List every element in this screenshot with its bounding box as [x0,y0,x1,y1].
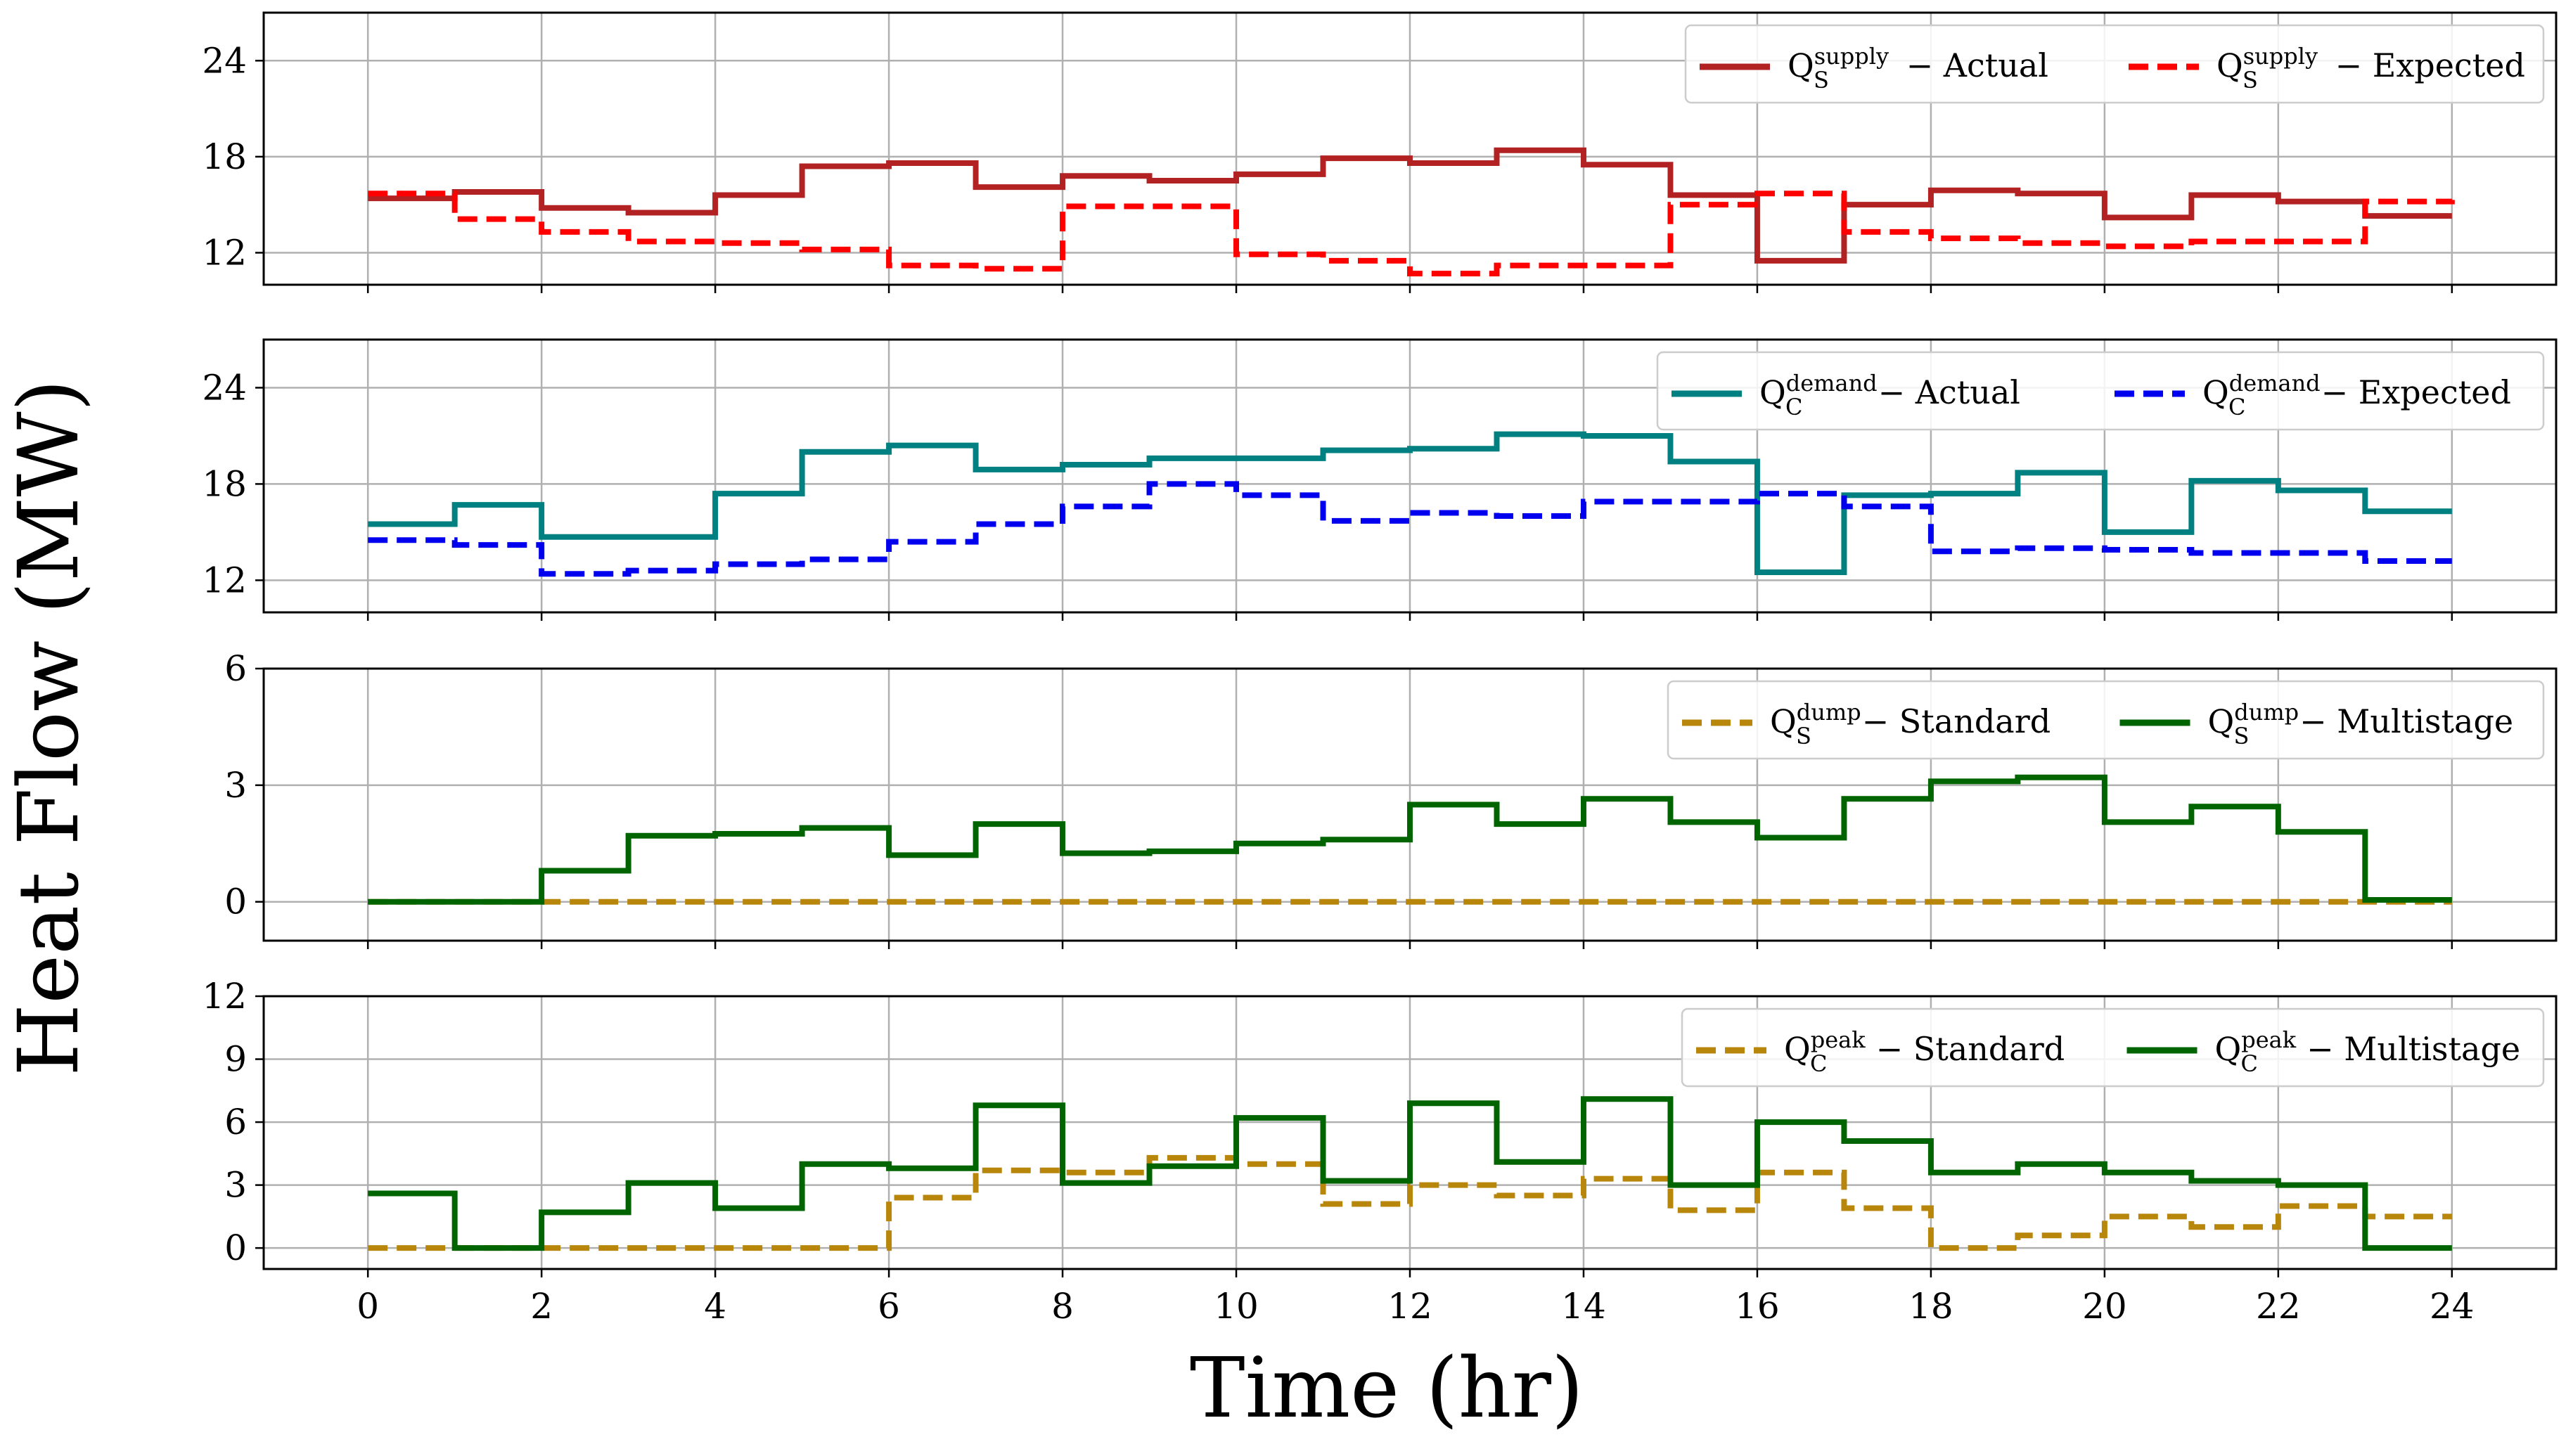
panel-1: 12 18 24 Qsupply S − Actual Qsupply S − Expect… [202,11,2558,293]
legend-label: Qsupply S − Expected [2216,43,2525,94]
panel-frame [262,667,2558,942]
y-tick-label: 12 [202,976,247,1017]
x-tick-label: 16 [1735,1286,1780,1327]
series-line-expected [368,191,2455,277]
legend-label: Qdemand C − Expected [2202,370,2511,420]
y-tick-label: 24 [202,367,247,408]
y-tick-label: 3 [224,765,247,806]
panel-3: 0 3 6 Qdump S − Standard Qdump S − Multistage [224,648,2558,949]
x-tick-label: 4 [704,1286,726,1327]
y-axis-title: Heat Flow (MW) [0,379,97,1076]
legend-label: Qsupply S − Actual [1788,43,2048,94]
series-line-standard [368,1154,2452,1251]
legend-label: Qpeak C − Standard [1784,1026,2065,1077]
x-tick-label: 14 [1561,1286,1606,1327]
series-line-actual [368,431,2452,575]
series-group [368,431,2452,577]
series-group [368,147,2455,277]
y-tick-label: 3 [224,1165,247,1206]
x-tick-label: 0 [357,1286,379,1327]
y-tick-label: 6 [224,1102,247,1142]
panel-frame [262,11,2558,286]
legend: Qsupply S − Actual Qsupply S − Expected [1684,24,2545,104]
legend: Qdump S − Standard Qdump S − Multistage [1667,680,2545,760]
y-tick-label: 18 [202,463,247,504]
series-line-actual [368,147,2452,264]
legend: Qpeak C − Standard Qpeak C − Multistage [1681,1007,2545,1088]
series-line-expected [368,481,2452,577]
legend-box [1656,351,2545,431]
x-tick-label: 24 [2430,1286,2475,1327]
x-tick-label: 18 [1908,1286,1953,1327]
y-tick-label: 6 [224,648,247,689]
x-tick-label: 20 [2082,1286,2127,1327]
y-tick-label: 18 [202,136,247,177]
y-tick-label: 24 [202,40,247,81]
series-group [368,774,2452,905]
x-tick-label: 10 [1214,1286,1259,1327]
y-tick-label: 12 [202,232,247,273]
legend-label: Qdump S − Multistage [2208,699,2514,749]
y-tick-label: 12 [202,560,247,600]
x-tick-label: 6 [878,1286,900,1327]
legend-box [1684,24,2545,104]
legend-box [1667,680,2545,760]
legend-label: Qpeak C − Multistage [2215,1026,2521,1077]
series-group [368,1096,2452,1251]
series-line-multistage [368,1096,2452,1251]
panel-frame [262,995,2558,1270]
x-tick-label: 2 [530,1286,553,1327]
series-line-multistage [368,774,2452,905]
y-tick-label: 9 [224,1039,247,1080]
x-tick-label: 12 [1387,1286,1432,1327]
panel-frame [262,338,2558,614]
panel-2: 12 18 24 Qdemand C − Actual Qdemand C − Expect… [202,338,2558,621]
x-tick-label: 8 [1051,1286,1074,1327]
legend: Qdemand C − Actual Qdemand C − Expected [1656,351,2545,431]
legend-label: Qdump S − Standard [1770,699,2051,749]
y-tick-label: 0 [224,1228,247,1268]
legend-box [1681,1007,2545,1088]
x-axis-title: Time (hr) [1190,1339,1584,1436]
x-tick-label: 22 [2256,1286,2301,1327]
legend-label: Qdemand C − Actual [1759,370,2020,420]
y-tick-label: 0 [224,882,247,922]
